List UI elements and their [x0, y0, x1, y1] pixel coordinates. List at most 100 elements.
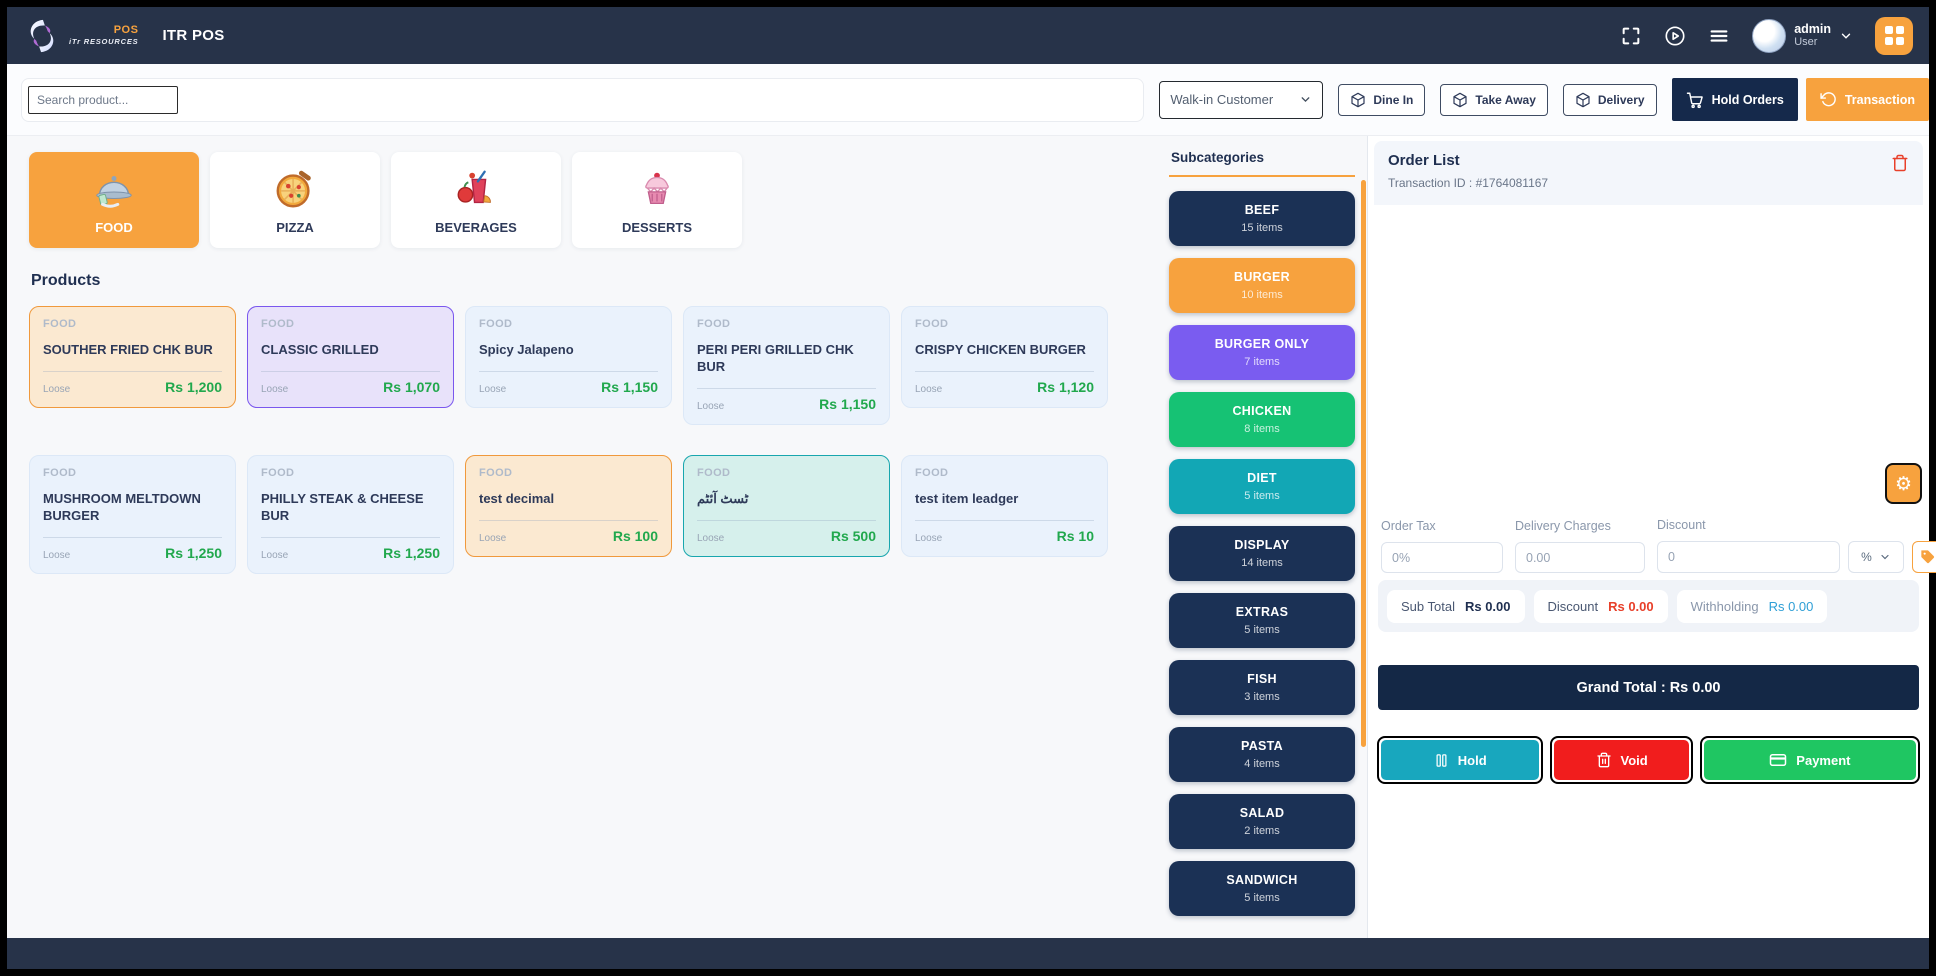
discount-total-label: Discount — [1547, 598, 1599, 614]
subcategory-name: CHICKEN — [1232, 404, 1292, 418]
product-card[interactable]: FOOD MUSHROOM MELTDOWN BURGER Loose Rs 1… — [29, 454, 236, 574]
transaction-id: Transaction ID : #1764081167 — [1388, 176, 1549, 190]
payment-button[interactable]: Payment — [1703, 740, 1916, 780]
product-card[interactable]: FOOD SOUTHER FRIED CHK BUR Loose Rs 1,20… — [29, 306, 236, 408]
main-content: FOOD PIZZA — [7, 136, 1936, 938]
discount-unit-select[interactable]: % — [1848, 541, 1904, 573]
subcategories-list: BEEF 15 items BURGER 10 items BURGER ONL… — [1169, 191, 1355, 916]
customer-select-value: Walk-in Customer — [1170, 92, 1274, 107]
product-name: CLASSIC GRILLED — [261, 342, 379, 357]
product-name: test decimal — [479, 490, 555, 506]
transaction-button[interactable]: Transaction — [1805, 78, 1929, 121]
avatar — [1752, 18, 1787, 53]
product-card[interactable]: FOOD CRISPY CHICKEN BURGER Loose Rs 1,12… — [901, 306, 1108, 408]
apply-discount-button[interactable] — [1912, 541, 1936, 573]
subcategory-chicken[interactable]: CHICKEN 8 items — [1169, 392, 1355, 447]
delivery-label: Delivery — [1597, 92, 1645, 107]
product-unit: Loose — [697, 532, 725, 544]
category-food[interactable]: FOOD — [29, 152, 199, 248]
subcategory-sandwich[interactable]: SANDWICH 5 items — [1169, 861, 1355, 916]
product-card[interactable]: FOOD test item leadger Loose Rs 10 — [901, 454, 1108, 557]
product-card[interactable]: FOOD test decimal Loose Rs 100 — [465, 454, 672, 557]
category-label: DESSERTS — [621, 219, 693, 235]
play-icon[interactable] — [1664, 25, 1686, 47]
dine-in-label: Dine In — [1373, 92, 1414, 107]
void-button[interactable]: Void — [1554, 740, 1689, 780]
delivery-charges-field: Delivery Charges — [1515, 519, 1645, 573]
order-tax-input[interactable] — [1381, 542, 1503, 573]
discount-input[interactable] — [1657, 541, 1840, 573]
subtotal-value: Rs 0.00 — [1464, 598, 1511, 614]
product-card[interactable]: FOOD ٹسٹ آئٹم Loose Rs 500 — [683, 454, 890, 557]
customer-select[interactable]: Walk-in Customer — [1159, 80, 1324, 119]
subcategory-display[interactable]: DISPLAY 14 items — [1169, 526, 1355, 581]
product-card[interactable]: FOOD Spicy Jalapeno Loose Rs 1,150 — [465, 306, 672, 408]
product-name: test item leadger — [915, 490, 1019, 506]
subcategory-burger-only[interactable]: BURGER ONLY 7 items — [1169, 325, 1355, 380]
category-desserts[interactable]: DESSERTS — [572, 152, 742, 248]
clear-order-button[interactable] — [1891, 153, 1911, 173]
app-logo: POS iTr RESOURCES — [23, 17, 138, 55]
discount-chip: Discount Rs 0.00 — [1533, 589, 1668, 623]
product-category: FOOD — [915, 318, 949, 330]
hold-button[interactable]: Hold — [1381, 740, 1540, 780]
subcategory-name: PASTA — [1240, 739, 1283, 753]
pause-icon — [1436, 753, 1447, 767]
subcategory-fish[interactable]: FISH 3 items — [1169, 660, 1355, 715]
subcategories-scrollbar[interactable] — [1361, 180, 1366, 747]
void-label: Void — [1620, 752, 1648, 768]
subcategory-name: DISPLAY — [1234, 538, 1290, 552]
subcategory-name: FISH — [1247, 672, 1277, 686]
subcategory-count: 4 items — [1244, 758, 1280, 770]
order-panel: Order List Transaction ID : #1764081167 … — [1367, 136, 1936, 938]
tag-icon — [1921, 550, 1935, 564]
order-charges: Order Tax Delivery Charges Discount % — [1381, 518, 1936, 573]
withholding-chip: Withholding Rs 0.00 — [1676, 589, 1828, 623]
user-role: User — [1794, 36, 1818, 49]
apps-grid-icon — [1884, 26, 1893, 34]
withholding-label: Withholding — [1690, 598, 1759, 614]
search-input[interactable] — [28, 85, 178, 114]
product-card[interactable]: FOOD CLASSIC GRILLED Loose Rs 1,070 — [247, 306, 454, 408]
subcategory-burger[interactable]: BURGER 10 items — [1169, 258, 1355, 313]
subcategory-diet[interactable]: DIET 5 items — [1169, 459, 1355, 514]
logo-text: POS iTr RESOURCES — [69, 25, 138, 46]
subcategories-column: Subcategories BEEF 15 items BURGER 10 it… — [1165, 136, 1367, 938]
dine-in-button[interactable]: Dine In — [1338, 83, 1426, 116]
order-header: Order List Transaction ID : #1764081167 — [1374, 141, 1923, 205]
delivery-button[interactable]: Delivery — [1562, 83, 1657, 116]
subcategory-beef[interactable]: BEEF 15 items — [1169, 191, 1355, 246]
settings-fab[interactable]: ⚙ — [1885, 463, 1922, 504]
product-card[interactable]: FOOD PHILLY STEAK & CHEESE BUR Loose Rs … — [247, 454, 454, 574]
category-label: PIZZA — [276, 219, 314, 235]
category-beverages[interactable]: BEVERAGES — [391, 152, 561, 248]
logo-pos-badge: POS — [113, 24, 139, 37]
delivery-charges-input[interactable] — [1515, 542, 1645, 573]
logo-swirl-icon — [30, 19, 54, 52]
cart-icon — [1686, 92, 1703, 108]
menu-icon[interactable] — [1708, 25, 1730, 47]
product-category: FOOD — [261, 466, 295, 479]
product-category: FOOD — [697, 466, 731, 479]
take-away-button[interactable]: Take Away — [1440, 83, 1548, 116]
subcategory-extras[interactable]: EXTRAS 5 items — [1169, 593, 1355, 648]
subcategory-salad[interactable]: SALAD 2 items — [1169, 794, 1355, 849]
subcategory-name: BEEF — [1244, 203, 1280, 217]
subcategory-pasta[interactable]: PASTA 4 items — [1169, 727, 1355, 782]
subcategory-count: 2 items — [1244, 825, 1280, 837]
product-price: Rs 1,250 — [165, 544, 222, 561]
subcategory-count: 15 items — [1241, 222, 1283, 234]
product-category: FOOD — [479, 466, 513, 479]
box-icon — [1576, 92, 1590, 107]
hold-orders-button[interactable]: Hold Orders — [1671, 78, 1798, 121]
subcategory-name: BURGER ONLY — [1214, 337, 1310, 351]
pizza-icon — [276, 170, 311, 207]
product-card[interactable]: FOOD PERI PERI GRILLED CHK BUR Loose Rs … — [683, 306, 890, 425]
category-pizza[interactable]: PIZZA — [210, 152, 380, 248]
fullscreen-icon[interactable] — [1620, 25, 1642, 47]
user-menu[interactable]: admin User — [1752, 18, 1853, 53]
gear-icon: ⚙ — [1894, 472, 1913, 495]
products-heading: Products — [31, 272, 101, 289]
apps-grid-button[interactable] — [1875, 16, 1913, 55]
user-name: admin — [1794, 21, 1831, 36]
